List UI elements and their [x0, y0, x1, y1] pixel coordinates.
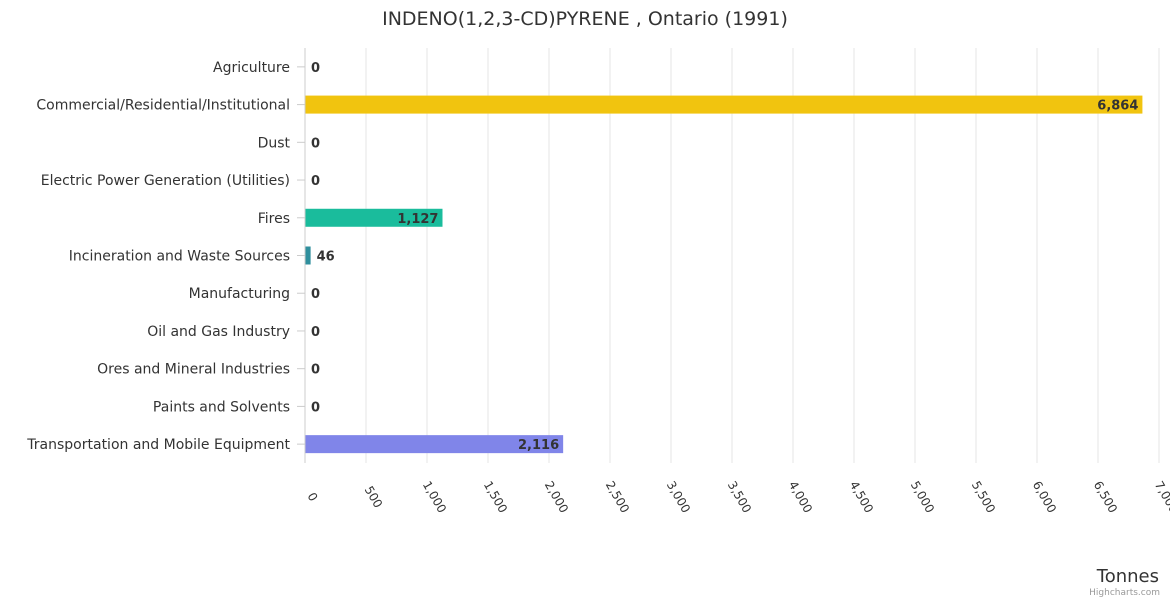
- x-tick-label: 5,500: [969, 479, 998, 516]
- category-label: Ores and Mineral Industries: [97, 362, 290, 378]
- category-label: Incineration and Waste Sources: [69, 249, 290, 265]
- x-tick-label: 3,000: [664, 479, 693, 516]
- x-tick-label: 2,500: [603, 479, 632, 516]
- category-label: Oil and Gas Industry: [147, 324, 290, 340]
- bar[interactable]: [305, 208, 443, 227]
- category-label: Fires: [258, 211, 290, 227]
- data-label: 2,116: [518, 438, 559, 453]
- gridlines: [304, 48, 1160, 463]
- data-label: 0: [311, 174, 320, 189]
- bar[interactable]: [305, 246, 311, 265]
- x-tick-label: 4,000: [786, 479, 815, 516]
- data-label: 0: [311, 61, 320, 76]
- category-label: Commercial/Residential/Institutional: [36, 98, 290, 114]
- category-label: Paints and Solvents: [153, 399, 290, 415]
- data-label: 0: [311, 325, 320, 340]
- bars: [305, 95, 1143, 454]
- x-tick-label: 7,000: [1152, 479, 1170, 516]
- data-label: 46: [317, 250, 335, 265]
- x-tick-label: 4,500: [847, 479, 876, 516]
- credits[interactable]: Highcharts.com: [1089, 588, 1160, 598]
- x-tick-label: 5,000: [908, 479, 937, 516]
- data-labels: 0 6,864 0 0 1,127 46 0 0 0 0 2,116: [311, 61, 1138, 453]
- bar[interactable]: [305, 435, 564, 454]
- data-label: 6,864: [1097, 99, 1138, 114]
- x-tick-label: 3,500: [725, 479, 754, 516]
- data-label: 0: [311, 400, 320, 415]
- category-labels: Agriculture Commercial/Residential/Instit…: [26, 60, 305, 453]
- category-label: Dust: [258, 135, 291, 151]
- data-label: 0: [311, 287, 320, 302]
- x-tick-label: 500: [362, 484, 386, 511]
- bar[interactable]: [305, 95, 1143, 114]
- chart-title: INDENO(1,2,3-CD)PYRENE , Ontario (1991): [382, 8, 788, 30]
- x-tick-label: 6,500: [1091, 479, 1120, 516]
- category-label: Transportation and Mobile Equipment: [26, 437, 290, 453]
- x-tick-label: 1,000: [420, 479, 449, 516]
- category-label: Manufacturing: [189, 286, 290, 302]
- category-label: Electric Power Generation (Utilities): [41, 173, 290, 189]
- x-tick-label: 1,500: [481, 479, 510, 516]
- data-label: 0: [311, 136, 320, 151]
- x-tick-label: 0: [304, 490, 320, 504]
- x-tick-label: 2,000: [542, 479, 571, 516]
- x-tick-labels: 0 500 1,000 1,500 2,000 2,500 3,000 3,500 4,000 4…: [304, 479, 1170, 516]
- category-label: Agriculture: [213, 60, 290, 76]
- data-label: 0: [311, 363, 320, 378]
- x-tick-label: 6,000: [1030, 479, 1059, 516]
- x-axis-title: Tonnes: [1096, 566, 1159, 587]
- data-label: 1,127: [397, 212, 438, 227]
